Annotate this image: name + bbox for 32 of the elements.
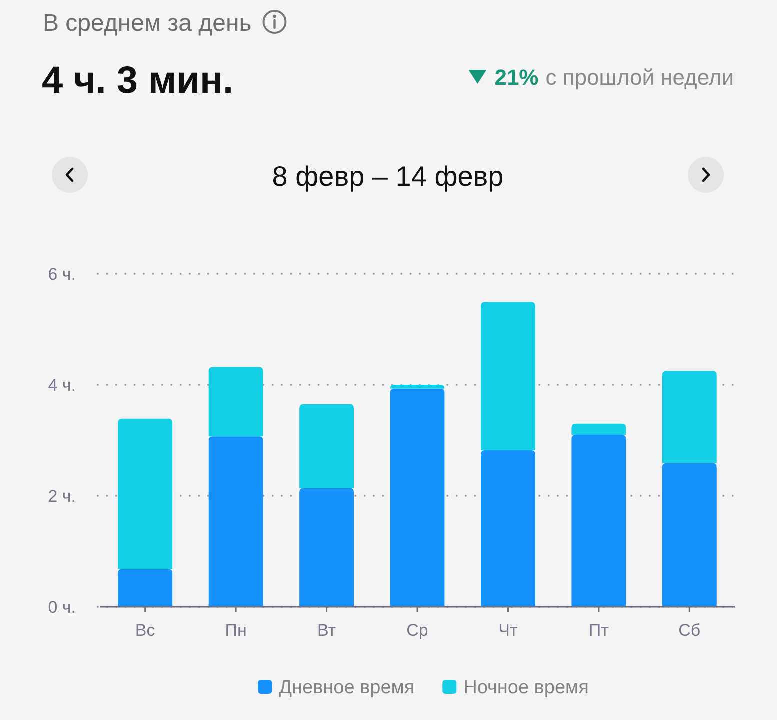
- bar: [662, 463, 717, 607]
- bar: [662, 371, 717, 464]
- bar: [481, 450, 536, 607]
- x-tick-label: Чт: [498, 621, 518, 640]
- bar: [481, 302, 536, 450]
- x-tick-label: Пт: [588, 621, 610, 640]
- chart-subtitle: 4 ч. 3 мин.: [42, 60, 234, 102]
- legend-label: Дневное время: [279, 678, 415, 699]
- bar: [390, 388, 445, 607]
- x-tick-label: Пн: [225, 621, 247, 640]
- bar: [300, 488, 354, 607]
- text: 8 февр – 14 февр: [272, 161, 504, 192]
- text: с прошлой недели: [546, 65, 734, 90]
- chart-title: В среднем за день: [43, 10, 252, 37]
- bar: [208, 436, 264, 607]
- y-tick-label: 4 ч.: [48, 376, 76, 395]
- bar: [118, 418, 173, 570]
- bar: [390, 385, 445, 389]
- x-tick-label: Ср: [406, 621, 428, 640]
- bar: [300, 404, 354, 488]
- y-tick-label: 2 ч.: [48, 486, 76, 506]
- bar: [572, 424, 626, 435]
- x-tick-label: Сб: [678, 621, 701, 640]
- x-tick-label: Вт: [318, 621, 336, 640]
- legend-label: Ночное время: [464, 678, 589, 699]
- y-tick-label: 0 ч.: [48, 598, 76, 617]
- bar: [118, 569, 173, 607]
- text: 21%: [494, 65, 539, 90]
- x-tick-label: Вс: [135, 621, 156, 640]
- y-tick-label: 6 ч.: [48, 264, 76, 284]
- bar: [572, 434, 626, 607]
- bar: [208, 367, 264, 437]
